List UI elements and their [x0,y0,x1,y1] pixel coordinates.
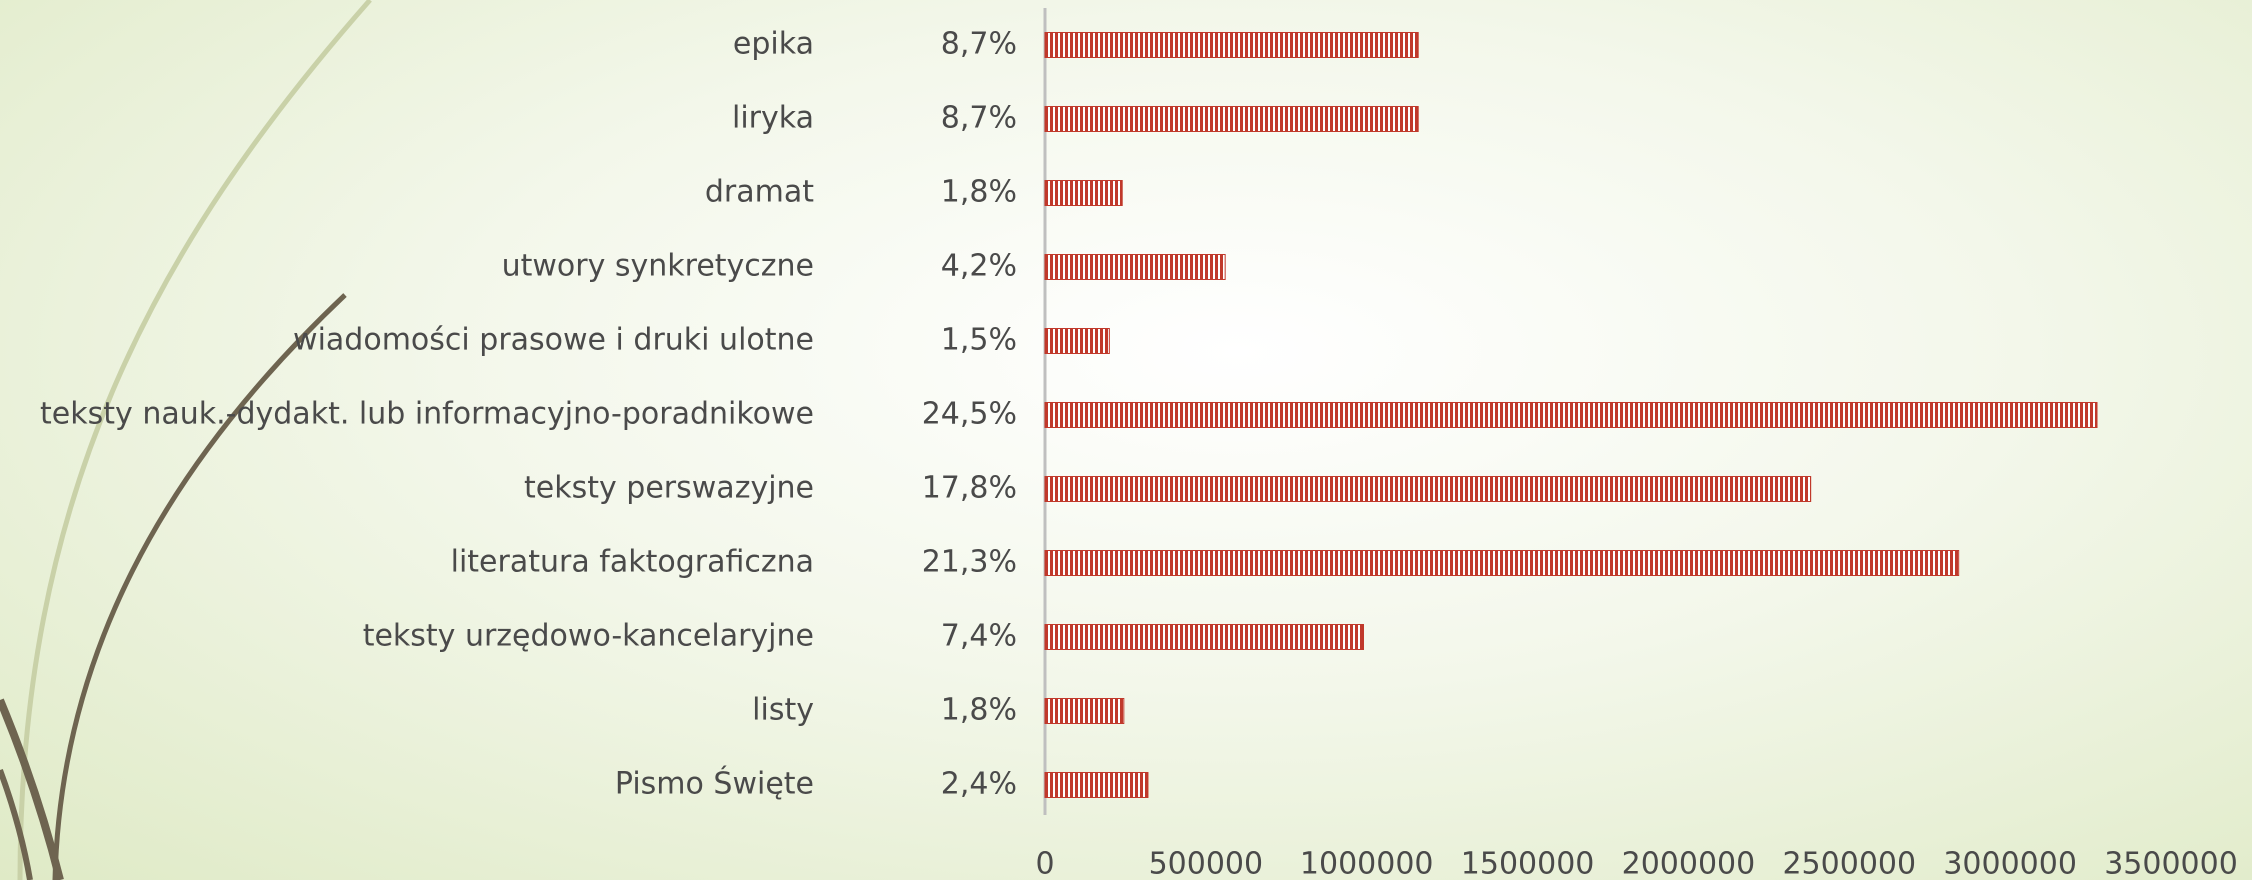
category-label: listy [752,693,814,728]
percent-label: 17,8% [922,471,1017,506]
percent-label: 8,7% [941,27,1017,62]
category-label: Pismo Święte [615,765,814,802]
category-label: wiadomości prasowe i druki ulotne [293,323,814,358]
x-tick-label: 2500000 [1782,847,1916,880]
percent-label: 4,2% [941,249,1017,284]
percent-label: 1,8% [941,693,1017,728]
bar [1044,624,1364,650]
percent-label: 7,4% [941,619,1017,654]
x-tick-label: 1000000 [1300,847,1434,880]
percent-label: 21,3% [922,545,1017,580]
bar [1044,698,1125,724]
category-label: dramat [705,175,814,210]
bar [1044,476,1812,502]
category-label: epika [733,27,814,62]
bar [1044,106,1419,132]
bar [1044,772,1149,798]
category-label: teksty nauk.-dydakt. lub informacyjno-po… [40,397,814,432]
x-tick-label: 3000000 [1943,847,2077,880]
category-label: utwory synkretyczne [502,249,814,284]
percent-label: 8,7% [941,101,1017,136]
x-tick-label: 2000000 [1622,847,1756,880]
percent-label: 24,5% [922,397,1017,432]
percent-label: 2,4% [941,767,1017,802]
bar [1044,328,1110,354]
x-tick-label: 1500000 [1461,847,1595,880]
decoration [0,0,372,880]
bar [1044,550,1960,576]
category-label: literatura faktograficzna [451,545,814,580]
percent-label: 1,5% [941,323,1017,358]
x-tick-label: 3500000 [2104,847,2238,880]
percent-label: 1,8% [941,175,1017,210]
category-label: liryka [732,101,814,136]
bar [1044,32,1419,58]
category-label: teksty perswazyjne [524,471,814,506]
x-tick-label: 500000 [1149,847,1264,880]
category-label: teksty urzędowo-kancelaryjne [363,619,814,654]
bar [1044,402,2098,428]
x-tick-label: 0 [1035,847,1054,880]
bar [1044,180,1123,206]
bar [1044,254,1226,280]
